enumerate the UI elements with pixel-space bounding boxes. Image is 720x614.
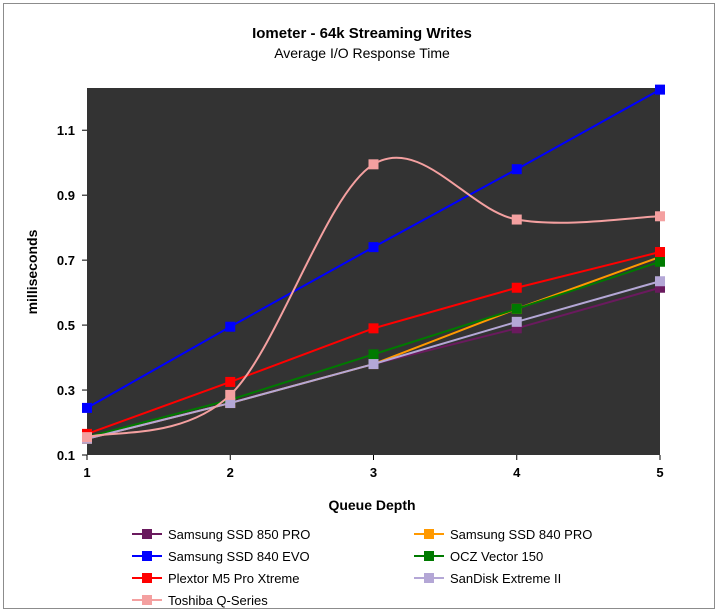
legend-marker <box>142 551 152 561</box>
y-tick-label: 0.5 <box>57 318 75 333</box>
y-axis: 0.1 0.3 0.5 0.7 0.9 1.1 <box>57 123 87 463</box>
data-point-marker <box>225 376 236 387</box>
data-point-marker <box>225 321 236 332</box>
data-point-marker <box>368 242 379 253</box>
data-point-marker <box>82 432 92 443</box>
legend-label: Samsung SSD 840 PRO <box>450 527 592 542</box>
legend-label: Toshiba Q-Series <box>168 593 268 608</box>
legend-marker <box>142 529 152 539</box>
legend-label: SanDisk Extreme II <box>450 571 561 586</box>
legend-marker <box>424 529 434 539</box>
data-point-marker <box>655 84 665 95</box>
series-layer <box>82 84 665 444</box>
data-point-marker <box>368 349 379 360</box>
data-point-marker <box>655 211 665 222</box>
legend-marker <box>424 573 434 583</box>
data-point-marker <box>368 323 379 334</box>
data-point-marker <box>225 398 236 409</box>
legend: Samsung SSD 850 PRO Samsung SSD 840 PRO Sa… <box>132 527 592 608</box>
data-point-marker <box>511 323 522 334</box>
data-point-marker <box>368 359 379 370</box>
x-tick-label: 3 <box>370 465 377 480</box>
x-axis-label: Queue Depth <box>328 497 415 513</box>
data-point-marker <box>655 247 665 258</box>
y-tick-label: 0.9 <box>57 188 75 203</box>
data-point-marker <box>655 282 665 293</box>
chart-subtitle: Average I/O Response Time <box>274 45 450 61</box>
x-axis: 1 2 3 4 5 <box>83 455 664 480</box>
data-point-marker <box>511 214 522 225</box>
plot-area <box>87 88 660 455</box>
data-point-marker <box>655 276 665 287</box>
legend-label: OCZ Vector 150 <box>450 549 543 564</box>
data-point-marker <box>511 316 522 327</box>
data-point-marker <box>511 303 522 314</box>
data-point-marker <box>655 256 665 267</box>
legend-marker <box>424 551 434 561</box>
data-point-marker <box>225 389 236 400</box>
x-tick-label: 4 <box>513 465 521 480</box>
y-tick-label: 0.3 <box>57 383 75 398</box>
x-tick-label: 1 <box>83 465 90 480</box>
data-point-marker <box>511 282 522 293</box>
data-point-marker <box>511 164 522 175</box>
legend-label: Samsung SSD 850 PRO <box>168 527 310 542</box>
data-point-marker <box>368 159 379 170</box>
data-point-marker <box>82 402 92 413</box>
x-tick-label: 2 <box>227 465 234 480</box>
chart-title: Iometer - 64k Streaming Writes <box>252 25 472 42</box>
x-tick-label: 5 <box>656 465 663 480</box>
y-tick-label: 0.7 <box>57 253 75 268</box>
legend-marker <box>142 573 152 583</box>
legend-label: Plextor M5 Pro Xtreme <box>168 571 300 586</box>
y-tick-label: 1.1 <box>57 123 75 138</box>
legend-marker <box>142 595 152 605</box>
legend-label: Samsung SSD 840 EVO <box>168 549 310 564</box>
y-axis-label: milliseconds <box>24 229 40 314</box>
y-tick-label: 0.1 <box>57 448 75 463</box>
